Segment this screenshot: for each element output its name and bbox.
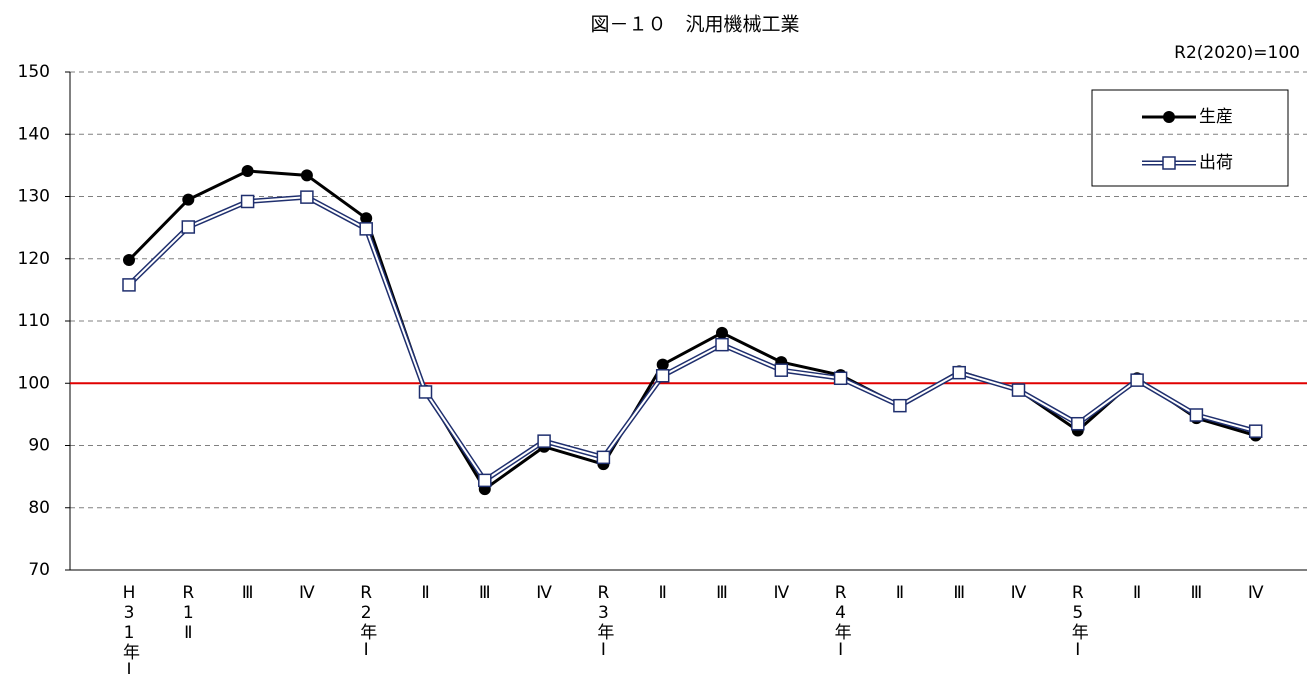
y-tick-label: 100 [18,373,50,393]
x-tick-label: R3年Ⅰ [593,583,614,660]
point [537,434,551,448]
point [1130,373,1144,387]
legend-label: 出荷 [1199,153,1233,173]
y-tick-label: 130 [18,187,50,207]
x-tick-label: R2年Ⅰ [356,583,377,660]
x-tick-label: Ⅲ [949,583,969,603]
point [300,169,313,182]
x-tick-label: Ⅳ [1009,583,1029,603]
chart-subtitle: R2(2020)=100 [1174,43,1300,63]
legend-label: 生産 [1199,107,1233,127]
point [1071,416,1085,431]
point [1011,383,1026,397]
point [716,326,728,339]
y-tick-label: 150 [18,62,50,82]
point [1189,408,1204,422]
series-line [127,169,1257,492]
x-tick-label: Ⅱ [1127,583,1147,603]
x-tick-label: Ⅳ [771,583,791,603]
x-tick-label: Ⅲ [1186,583,1206,603]
y-tick-label: 120 [18,249,50,269]
x-tick-label: Ⅳ [1246,583,1266,603]
point [360,212,373,225]
x-tick-label: H31年Ⅰ [119,583,140,674]
x-tick-label: Ⅲ [475,583,495,603]
y-tick-label: 140 [18,124,50,144]
point [300,190,314,204]
y-tick-label: 70 [28,560,50,580]
point [656,358,669,371]
point [655,369,670,383]
point [122,278,136,292]
point [774,363,789,377]
x-tick-label: Ⅳ [534,583,554,603]
point [478,473,492,488]
x-tick-label: Ⅲ [712,583,732,603]
x-tick-label: Ⅱ [416,583,436,603]
point [418,385,433,399]
point [240,194,255,209]
point [833,371,848,386]
chart-title: 図－１０ 汎用機械工業 [590,14,799,36]
y-tick-label: 80 [28,498,50,518]
x-tick-label: Ⅱ [653,583,673,603]
x-tick-label: R1Ⅱ [178,583,198,643]
point [952,365,966,380]
y-tick-label: 110 [18,311,50,331]
series-line-inner [128,196,1256,482]
point [1248,424,1263,438]
point [241,164,254,177]
point [715,337,729,352]
point [182,193,195,206]
legend-marker [1163,111,1175,123]
x-tick-label: R5年Ⅰ [1068,583,1089,660]
legend-marker [1162,156,1176,170]
point [893,398,907,413]
x-tick-label: R4年Ⅰ [831,583,852,660]
y-tick-label: 90 [28,436,50,456]
legend-box [1091,89,1289,187]
point [596,450,611,465]
series-line [127,194,1257,484]
x-tick-label: Ⅲ [238,583,258,603]
x-tick-label: Ⅳ [297,583,317,603]
point [123,253,135,266]
point [359,222,373,236]
point [181,220,196,234]
x-tick-label: Ⅱ [890,583,910,603]
